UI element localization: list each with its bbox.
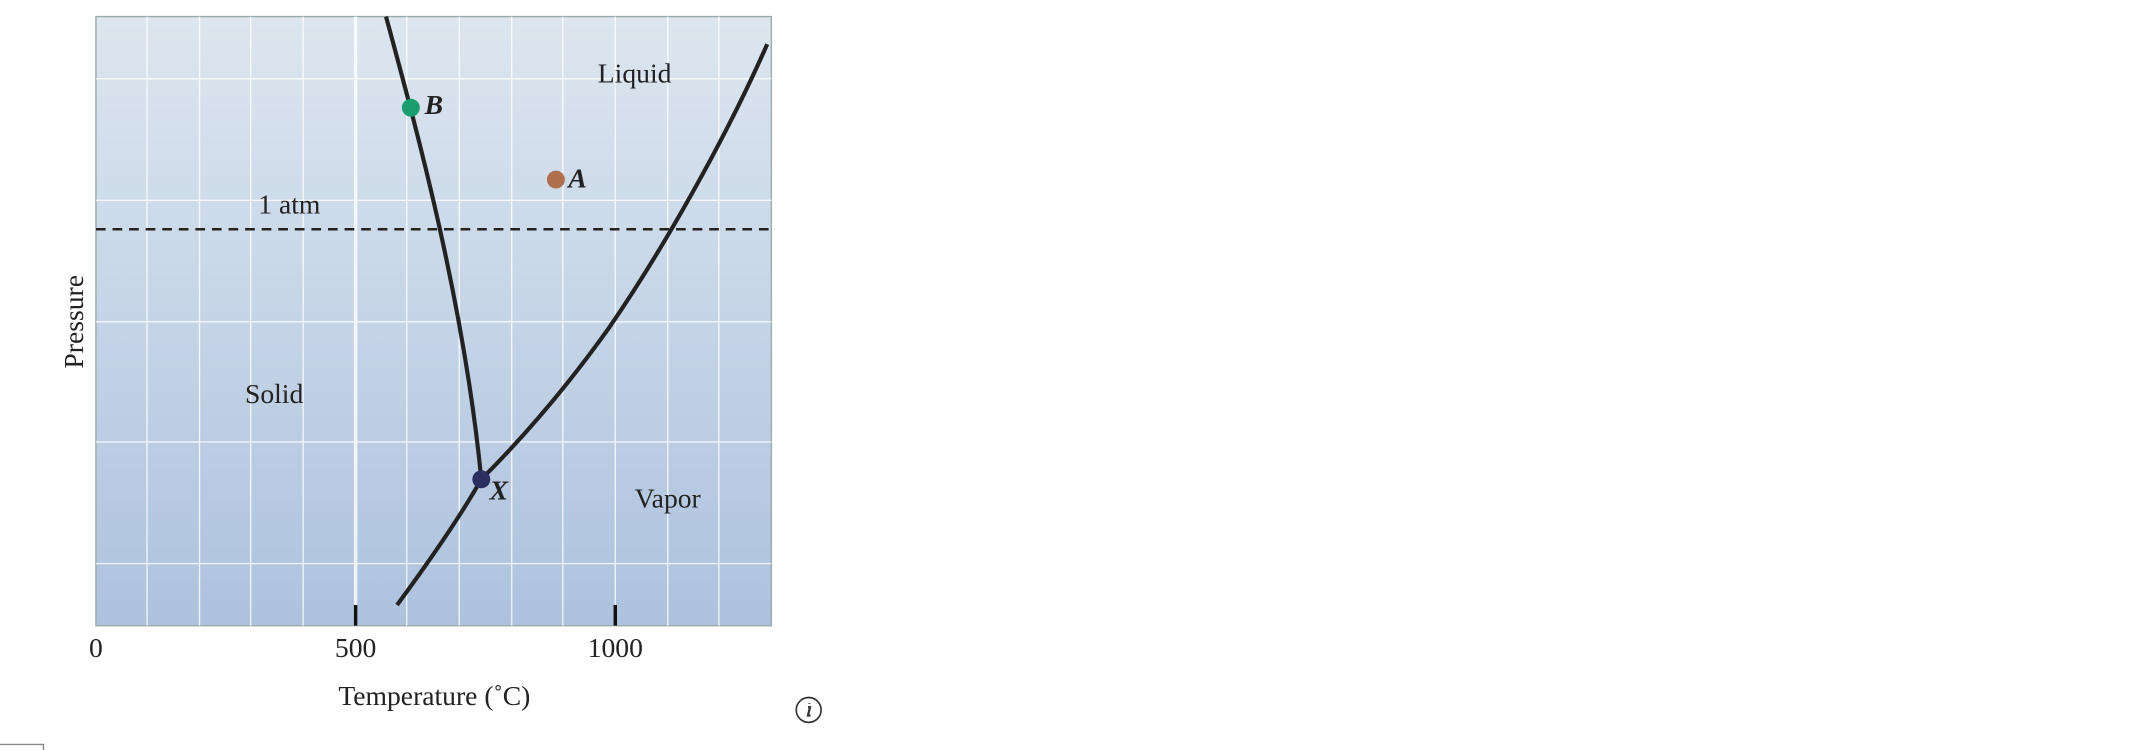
point-label: B xyxy=(424,89,443,120)
point-label: A xyxy=(566,162,586,193)
fusion-curve xyxy=(384,16,484,480)
x-tick-label: 500 xyxy=(335,632,376,663)
point-label: X xyxy=(489,474,509,505)
x-tick-label: 1000 xyxy=(588,632,643,663)
vapor-curve xyxy=(395,43,770,607)
point-a xyxy=(546,170,565,189)
x-axis-label: Temperature (˚C) xyxy=(338,680,530,711)
region-label: Vapor xyxy=(635,483,701,514)
region-label: Solid xyxy=(245,378,304,409)
y-axis-label: Pressure xyxy=(58,275,89,369)
info-icon[interactable] xyxy=(795,696,822,724)
x-tick-label: 0 xyxy=(89,632,103,663)
partial-box xyxy=(0,743,45,750)
point-b xyxy=(401,98,420,117)
reference-label: 1 atm xyxy=(258,189,321,220)
point-x xyxy=(472,470,491,489)
region-label: Liquid xyxy=(598,57,672,88)
